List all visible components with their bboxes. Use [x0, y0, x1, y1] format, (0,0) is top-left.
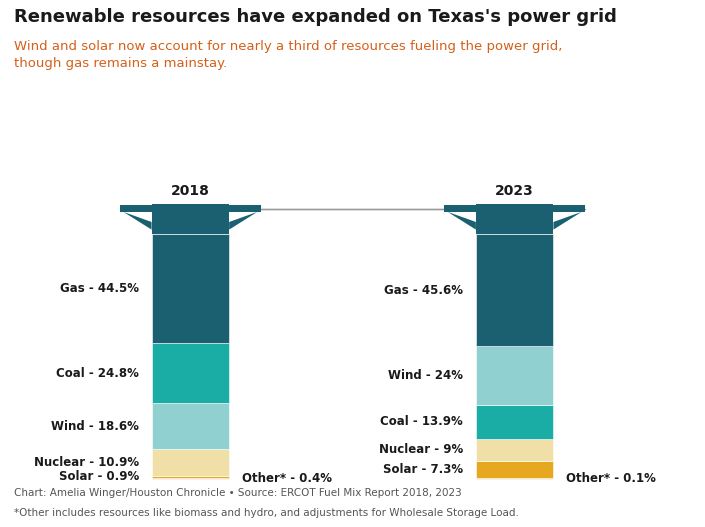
Text: 2023: 2023 — [496, 183, 534, 198]
Bar — [476, 405, 553, 438]
Bar — [152, 234, 229, 343]
Text: Other* - 0.1%: Other* - 0.1% — [566, 472, 656, 485]
Text: Gas - 45.6%: Gas - 45.6% — [384, 284, 463, 297]
Polygon shape — [553, 212, 582, 230]
Bar — [476, 438, 553, 461]
Text: Solar - 7.3%: Solar - 7.3% — [383, 463, 463, 476]
Bar — [120, 205, 261, 212]
Bar — [476, 203, 553, 234]
Text: Wind and solar now account for nearly a third of resources fueling the power gri: Wind and solar now account for nearly a … — [14, 40, 563, 70]
Bar — [476, 234, 553, 346]
Text: Wind - 18.6%: Wind - 18.6% — [51, 419, 139, 433]
Polygon shape — [123, 212, 152, 230]
Bar — [152, 343, 229, 404]
Text: Renewable resources have expanded on Texas's power grid: Renewable resources have expanded on Tex… — [14, 8, 617, 26]
Text: Nuclear - 10.9%: Nuclear - 10.9% — [34, 456, 139, 469]
Text: Nuclear - 9%: Nuclear - 9% — [379, 443, 463, 456]
Text: Gas - 44.5%: Gas - 44.5% — [60, 282, 139, 295]
Bar — [152, 449, 229, 475]
Bar — [476, 461, 553, 479]
Text: Coal - 13.9%: Coal - 13.9% — [381, 415, 463, 428]
Text: 2018: 2018 — [171, 183, 210, 198]
Text: Chart: Amelia Winger/Houston Chronicle • Source: ERCOT Fuel Mix Report 2018, 202: Chart: Amelia Winger/Houston Chronicle •… — [14, 488, 462, 498]
Bar — [152, 478, 229, 479]
Bar — [444, 205, 585, 212]
Text: *Other includes resources like biomass and hydro, and adjustments for Wholesale : *Other includes resources like biomass a… — [14, 508, 519, 518]
Bar — [152, 475, 229, 478]
Polygon shape — [448, 212, 476, 230]
Text: Wind - 24%: Wind - 24% — [388, 369, 463, 382]
Text: Coal - 24.8%: Coal - 24.8% — [56, 367, 139, 379]
Bar — [476, 346, 553, 405]
Text: Other* - 0.4%: Other* - 0.4% — [242, 472, 332, 485]
Polygon shape — [229, 212, 257, 230]
Text: Solar - 0.9%: Solar - 0.9% — [59, 470, 139, 483]
Bar — [152, 404, 229, 449]
Bar — [152, 203, 229, 234]
